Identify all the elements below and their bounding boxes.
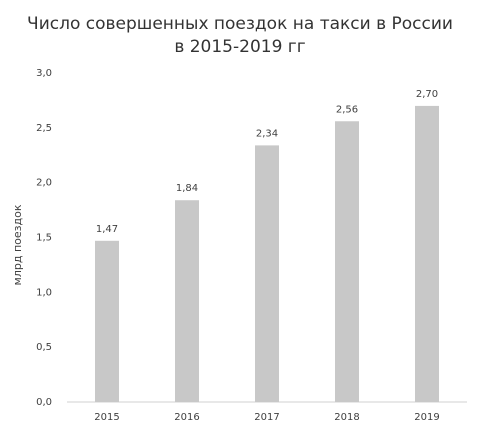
value-label: 1,84 <box>176 183 198 194</box>
x-tick-label: 2016 <box>174 412 199 423</box>
y-axis-title: млрд поездок <box>11 204 24 285</box>
y-tick-label: 2,0 <box>36 178 52 189</box>
bar <box>175 200 199 402</box>
y-tick-label: 3,0 <box>36 68 52 79</box>
value-label: 2,34 <box>256 128 278 139</box>
bar <box>335 121 359 403</box>
bar <box>255 145 279 402</box>
value-label: 2,70 <box>416 89 438 100</box>
y-tick-label: 1,5 <box>36 233 52 244</box>
value-label: 2,56 <box>336 104 358 115</box>
x-tick-label: 2015 <box>94 412 119 423</box>
x-tick-label: 2018 <box>334 412 359 423</box>
chart-title: в 2015-2019 гг <box>174 37 305 57</box>
chart-title: Число совершенных поездок на такси в Рос… <box>27 14 453 34</box>
value-label: 1,47 <box>96 224 118 235</box>
bar <box>95 240 119 402</box>
y-tick-label: 0,0 <box>36 397 52 408</box>
y-tick-label: 2,5 <box>36 123 52 134</box>
y-tick-label: 1,0 <box>36 287 52 298</box>
x-tick-label: 2019 <box>414 412 439 423</box>
x-tick-label: 2017 <box>254 412 279 423</box>
y-tick-label: 0,5 <box>36 342 52 353</box>
bar <box>415 105 439 403</box>
